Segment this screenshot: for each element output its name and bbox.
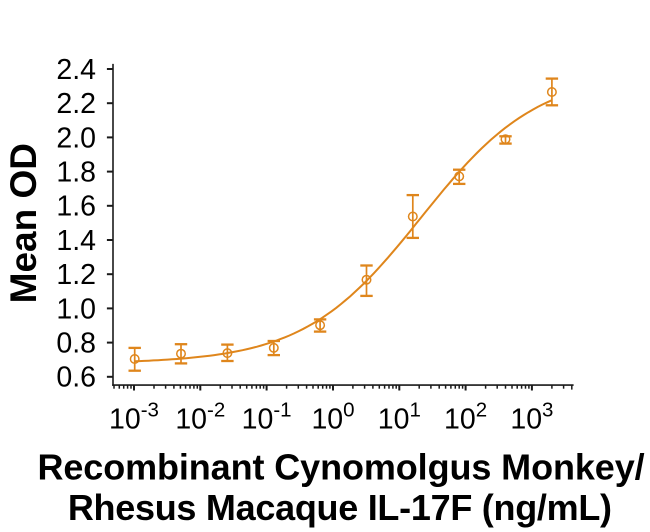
svg-text:10-2: 10-2 [175,399,225,436]
svg-text:Rhesus Macaque IL-17F (ng/mL): Rhesus Macaque IL-17F (ng/mL) [68,487,612,528]
svg-text:Mean OD: Mean OD [3,143,44,303]
svg-text:1.2: 1.2 [56,259,96,291]
svg-text:1.4: 1.4 [56,225,96,257]
svg-text:2.0: 2.0 [56,122,96,154]
svg-text:1.0: 1.0 [56,293,96,325]
svg-text:101: 101 [378,399,421,436]
svg-text:1.8: 1.8 [56,157,96,189]
svg-text:2.2: 2.2 [56,88,96,120]
svg-text:Recombinant Cynomolgus Monkey/: Recombinant Cynomolgus Monkey/ [37,447,644,488]
svg-text:2.4: 2.4 [56,54,96,86]
svg-text:1.6: 1.6 [56,191,96,223]
svg-text:10-1: 10-1 [242,399,292,436]
svg-text:0.6: 0.6 [56,362,96,394]
svg-text:0.8: 0.8 [56,328,96,360]
